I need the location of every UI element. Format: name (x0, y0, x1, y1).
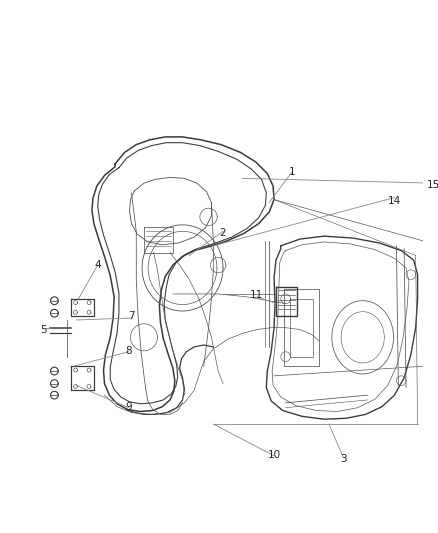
Text: 15: 15 (426, 180, 438, 190)
Text: 2: 2 (220, 228, 226, 238)
Text: 9: 9 (125, 402, 132, 411)
Text: 8: 8 (125, 346, 132, 356)
Text: 5: 5 (40, 325, 47, 335)
Text: 11: 11 (250, 290, 263, 300)
Text: 3: 3 (340, 454, 347, 464)
Text: 14: 14 (388, 196, 401, 206)
Text: 7: 7 (128, 311, 135, 321)
Text: 10: 10 (268, 450, 281, 460)
Text: 1: 1 (289, 167, 296, 176)
Text: 4: 4 (95, 260, 101, 270)
